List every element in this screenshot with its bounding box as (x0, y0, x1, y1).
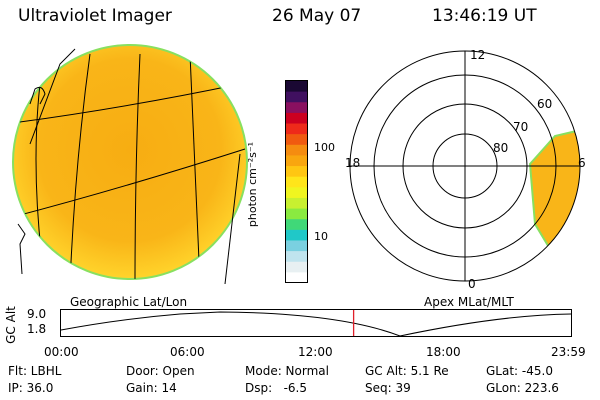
mlt-label-18: 18 (345, 156, 361, 170)
polar-plot (349, 50, 581, 282)
colorbar-segment (286, 176, 307, 188)
colorbar-segment (286, 240, 307, 252)
ip-info: IP: 36.0 (8, 381, 54, 395)
seq-info: Seq: 39 (365, 381, 411, 395)
colorbar (285, 80, 308, 284)
colorbar-segment (286, 144, 307, 157)
aurora-patch (528, 127, 580, 250)
colorbar-axis-label: photon cm⁻²s⁻¹ (246, 141, 260, 228)
colorbar-tick-10: 10 (314, 230, 328, 243)
instrument-title: Ultraviolet Imager (18, 6, 172, 26)
date-label: 26 May 07 (272, 6, 362, 26)
geographic-map-label: Geographic Lat/Lon (70, 295, 188, 309)
colorbar-segment (286, 155, 307, 167)
mlt-label-6: 6 (578, 156, 586, 170)
time-tick-1800: 18:00 (426, 345, 461, 359)
glon-info: GLon: 223.6 (486, 381, 559, 395)
mode-info: Mode: Normal (245, 364, 329, 378)
altitude-tick-9: 9.0 (27, 307, 47, 321)
mlat-label-80: 80 (493, 141, 509, 155)
colorbar-segment (286, 102, 307, 114)
time-tick-1200: 12:00 (298, 345, 333, 359)
colorbar-segment (286, 219, 307, 231)
colorbar-segment (286, 261, 307, 273)
colorbar-segment (286, 134, 307, 146)
mlt-label-12: 12 (470, 48, 486, 62)
geographic-image (12, 44, 248, 285)
colorbar-segment (286, 187, 307, 199)
colorbar-segment (286, 229, 307, 242)
colorbar-segment (286, 208, 307, 220)
dsp-info: Dsp: -6.5 (245, 381, 308, 395)
glat-info: GLat: -45.0 (486, 364, 553, 378)
time-label: 13:46:19 UT (432, 6, 537, 26)
gc-alt-info: GC Alt: 5.1 Re (365, 364, 449, 378)
filter-info: Flt: LBHL (8, 364, 62, 378)
colorbar-segment (286, 123, 307, 135)
colorbar-segment (286, 166, 307, 178)
time-tick-0000: 00:00 (44, 345, 79, 359)
mlt-label-0: 0 (468, 277, 476, 291)
altitude-tick-1-8: 1.8 (27, 322, 47, 336)
mlat-label-60: 60 (537, 97, 553, 111)
colorbar-segment (286, 251, 307, 263)
time-tick-0600: 06:00 (170, 345, 205, 359)
colorbar-segment (286, 81, 307, 93)
magnetic-map-label: Apex MLat/MLT (424, 295, 514, 309)
door-info: Door: Open (126, 364, 195, 378)
colorbar-tick-100: 100 (314, 141, 335, 154)
colorbar-segment (286, 197, 307, 210)
earth-disk (12, 44, 248, 280)
altitude-axis-label: GC Alt (3, 306, 18, 344)
time-tick-2359: 23:59 (551, 345, 586, 359)
colorbar-segment (286, 91, 307, 103)
gain-info: Gain: 14 (126, 381, 177, 395)
colorbar-segment (286, 272, 307, 284)
colorbar-segment (286, 112, 307, 125)
mlat-label-70: 70 (513, 120, 529, 134)
altitude-timeline (60, 309, 572, 337)
